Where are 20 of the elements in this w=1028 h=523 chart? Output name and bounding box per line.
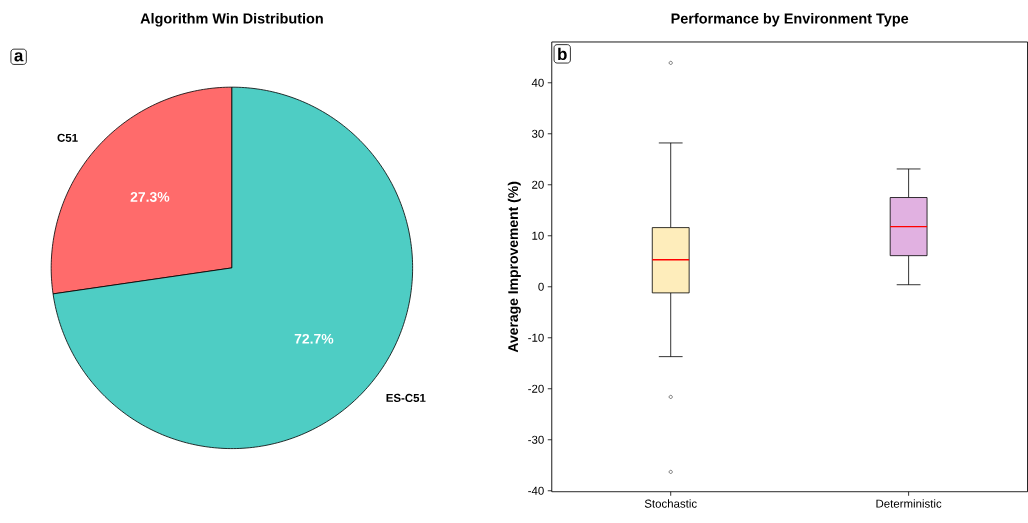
y-tick-label: 0: [538, 282, 544, 291]
y-tick-label: -20: [528, 384, 544, 393]
data-label: 27.3%: [130, 192, 170, 202]
x-tick-label: Deterministic: [876, 499, 942, 508]
y-tick-label: -10: [528, 333, 544, 342]
annotation: b: [558, 47, 567, 61]
y-tick-label: 10: [532, 231, 544, 240]
y-tick-label: -40: [528, 486, 544, 495]
x-tick-label: Stochastic: [644, 499, 697, 508]
y-tick-label: 30: [531, 129, 544, 138]
y-tick-label: -30: [528, 435, 544, 444]
text: a: [14, 52, 24, 62]
y-tick-label: 40: [531, 78, 544, 87]
y-tick-label: 20: [532, 180, 544, 189]
slice-label: C51: [57, 133, 78, 142]
chart-title: Performance by Environment Type: [671, 13, 909, 27]
slice-label: ES-C51: [386, 393, 426, 403]
data-label: 72.7%: [294, 333, 334, 344]
chart-title: Algorithm Win Distribution: [140, 13, 323, 27]
y-axis-title: Average Improvement (%): [507, 181, 521, 353]
